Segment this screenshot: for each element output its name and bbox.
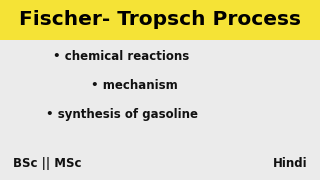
Text: • synthesis of gasoline: • synthesis of gasoline — [45, 108, 198, 121]
Text: Hindi: Hindi — [273, 157, 307, 170]
Text: • mechanism: • mechanism — [91, 79, 178, 92]
Text: BSc || MSc: BSc || MSc — [13, 157, 81, 170]
Text: Fischer- Tropsch Process: Fischer- Tropsch Process — [19, 10, 301, 30]
Text: • chemical reactions: • chemical reactions — [53, 50, 190, 63]
Bar — [0, 0, 320, 40]
